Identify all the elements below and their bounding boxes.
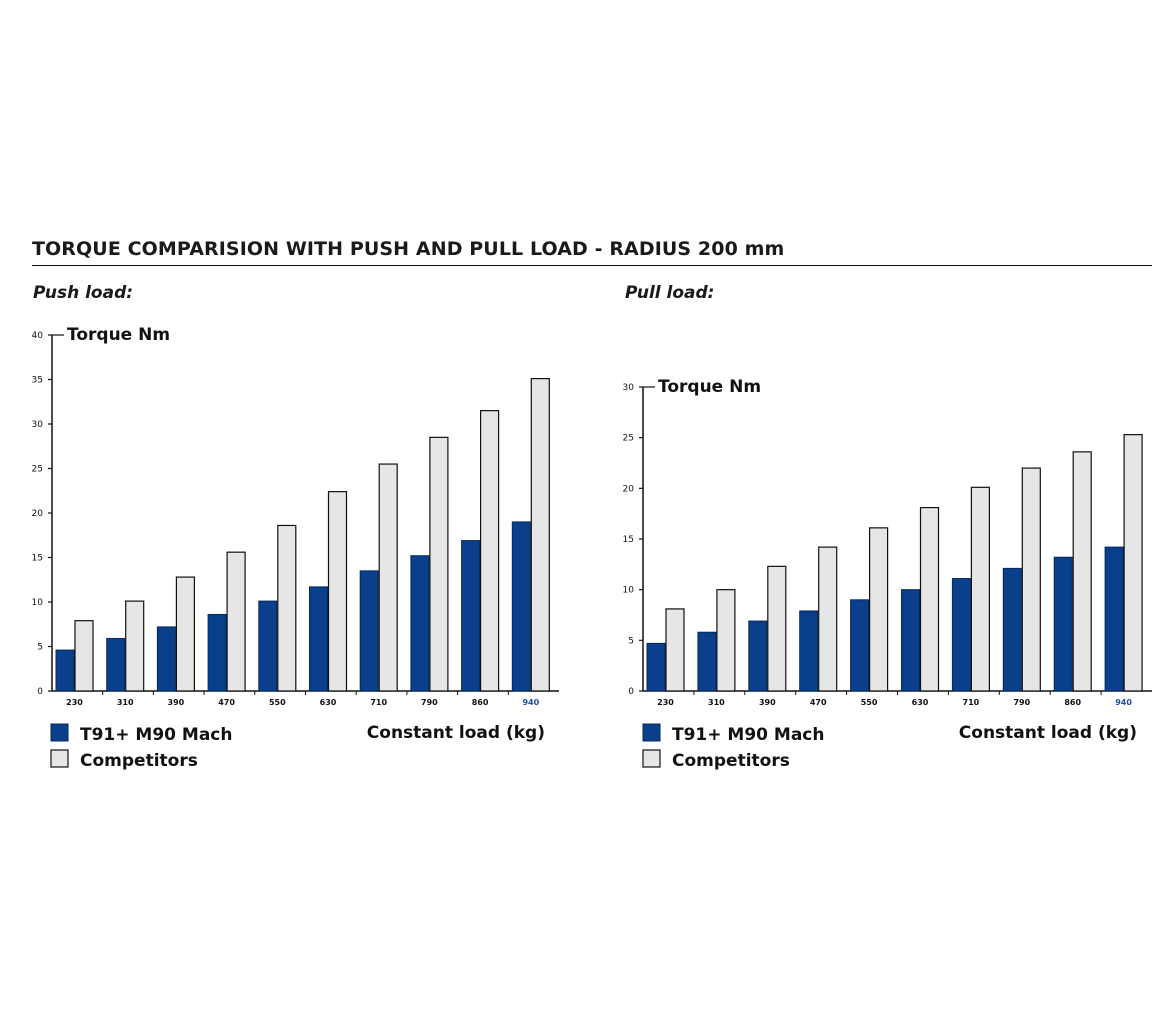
pull-bar-competitors-470 — [818, 546, 838, 692]
push-bar-competitors-630 — [327, 491, 348, 692]
pull-legend-swatch-t91 — [642, 723, 661, 742]
push-bar-t91-230 — [55, 649, 75, 692]
pull-legend-swatch-competitors — [642, 749, 661, 768]
pull-bar-competitors-860 — [1072, 451, 1092, 692]
pull-bar-t91-550 — [850, 599, 870, 692]
pull-bar-competitors-790 — [1021, 467, 1041, 692]
title-divider — [32, 265, 1152, 266]
push-x-tick-label: 940 — [522, 698, 539, 707]
push-bar-competitors-390 — [175, 576, 195, 692]
pull-bar-competitors-230 — [665, 608, 685, 692]
push-y-tick-label: 30 — [32, 420, 44, 430]
push-x-tick-label: 550 — [269, 698, 286, 707]
push-bar-t91-940 — [511, 521, 531, 692]
pull-bar-competitors-630 — [919, 506, 940, 692]
pull-bar-t91-940 — [1104, 546, 1124, 692]
push-bar-t91-550 — [258, 600, 278, 692]
pull-bar-competitors-710 — [970, 486, 991, 692]
push-bar-competitors-860 — [480, 410, 500, 692]
push-y-axis-title: Torque Nm — [67, 325, 170, 345]
pull-y-tick-label: 10 — [623, 586, 635, 596]
push-y-tick-label: 40 — [32, 331, 44, 341]
push-bar-competitors-790 — [429, 436, 449, 692]
page-title: TORQUE COMPARISION WITH PUSH AND PULL LO… — [32, 238, 785, 260]
pull-y-axis-title: Torque Nm — [658, 377, 761, 397]
pull-bar-t91-710 — [951, 578, 971, 692]
pull-y-tick-label: 0 — [628, 687, 634, 697]
pull-x-tick-label: 390 — [759, 698, 776, 707]
pull-x-tick-label: 310 — [708, 698, 725, 707]
pull-legend-label-competitors: Competitors — [672, 751, 790, 771]
push-bar-competitors-470 — [226, 551, 246, 692]
push-legend-label-t91: T91+ M90 Mach — [80, 725, 232, 745]
pull-bar-competitors-550 — [868, 527, 889, 692]
pull-x-tick-label: 470 — [810, 698, 827, 707]
push-load-heading: Push load: — [33, 283, 134, 303]
push-x-tick-label: 630 — [320, 698, 337, 707]
push-x-tick-label: 470 — [218, 698, 235, 707]
push-x-tick-label: 710 — [370, 698, 387, 707]
push-x-axis-title: Constant load (kg) — [367, 723, 545, 743]
pull-bar-t91-390 — [748, 620, 768, 692]
push-bar-competitors-550 — [277, 524, 297, 692]
push-bar-competitors-310 — [125, 600, 145, 692]
pull-bar-t91-790 — [1002, 567, 1022, 692]
push-bar-t91-470 — [207, 613, 227, 692]
pull-bar-competitors-390 — [767, 565, 787, 692]
pull-x-tick-label: 790 — [1013, 698, 1030, 707]
pull-y-tick-label: 25 — [623, 434, 634, 444]
pull-bar-t91-630 — [901, 589, 920, 692]
push-y-tick-label: 35 — [32, 376, 43, 386]
pull-x-tick-label: 630 — [912, 698, 929, 707]
pull-load-heading: Pull load: — [625, 283, 715, 303]
push-x-tick-label: 860 — [472, 698, 489, 707]
push-bar-t91-860 — [461, 540, 481, 692]
push-bar-competitors-940 — [530, 378, 550, 692]
push-y-tick-label: 25 — [32, 465, 43, 475]
pull-y-tick-label: 5 — [628, 636, 634, 646]
pull-bar-competitors-940 — [1123, 434, 1143, 692]
push-bar-t91-790 — [410, 555, 430, 692]
push-x-tick-label: 790 — [421, 698, 438, 707]
push-y-tick-label: 5 — [37, 643, 43, 653]
pull-bar-t91-310 — [697, 631, 717, 692]
pull-x-tick-label: 940 — [1115, 698, 1132, 707]
pull-bar-competitors-310 — [716, 589, 736, 692]
push-legend-swatch-competitors — [50, 749, 69, 768]
push-y-tick-label: 0 — [37, 687, 43, 697]
push-bar-t91-390 — [156, 626, 176, 692]
pull-x-tick-label: 230 — [657, 698, 674, 707]
push-y-tick-label: 20 — [32, 509, 44, 519]
push-legend-swatch-t91 — [50, 723, 69, 742]
push-bar-t91-710 — [359, 570, 379, 692]
push-x-tick-label: 390 — [168, 698, 185, 707]
push-bar-t91-630 — [309, 586, 328, 692]
pull-bar-t91-860 — [1053, 556, 1073, 692]
push-y-tick-label: 15 — [32, 554, 43, 564]
push-x-tick-label: 310 — [117, 698, 134, 707]
pull-legend-label-t91: T91+ M90 Mach — [672, 725, 824, 745]
push-bar-competitors-230 — [74, 620, 94, 692]
pull-y-tick-label: 20 — [623, 484, 635, 494]
push-legend-label-competitors: Competitors — [80, 751, 198, 771]
pull-y-tick-label: 15 — [623, 535, 634, 545]
push-x-tick-label: 230 — [66, 698, 83, 707]
pull-x-tick-label: 710 — [963, 698, 980, 707]
push-bar-t91-310 — [106, 637, 126, 692]
pull-y-tick-label: 30 — [623, 383, 635, 393]
push-load-chart: 0 5 10 15 20 25 30 35 40 Torque Nm 230 310 390 470 550… — [32, 325, 559, 771]
push-y-tick-label: 10 — [32, 598, 44, 608]
pull-x-tick-label: 550 — [861, 698, 878, 707]
pull-bar-t91-230 — [646, 642, 666, 692]
pull-bar-t91-470 — [799, 610, 819, 692]
push-bar-competitors-710 — [378, 463, 398, 692]
pull-x-axis-title: Constant load (kg) — [959, 723, 1137, 743]
pull-x-tick-label: 860 — [1064, 698, 1081, 707]
